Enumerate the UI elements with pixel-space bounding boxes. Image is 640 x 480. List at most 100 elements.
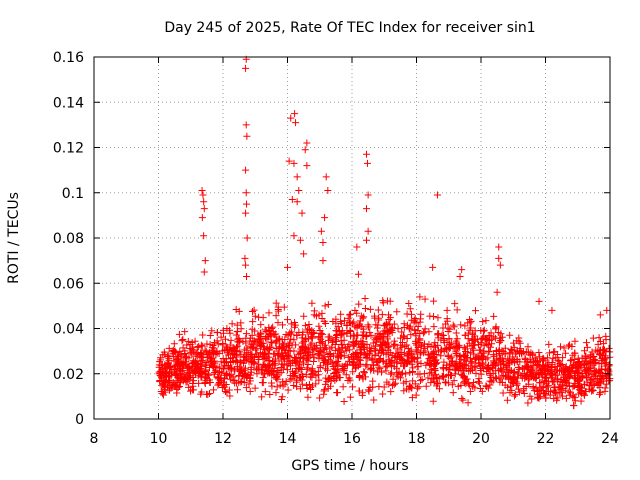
data-point — [446, 354, 454, 362]
data-point — [329, 363, 337, 371]
data-point — [562, 349, 570, 357]
data-point — [533, 364, 541, 372]
data-point — [455, 353, 463, 361]
data-point — [555, 384, 563, 392]
data-point — [476, 384, 484, 392]
data-point — [159, 391, 167, 399]
data-point — [450, 323, 458, 331]
data-point — [577, 363, 585, 371]
outlier-point — [319, 239, 327, 247]
data-point — [505, 360, 513, 368]
data-point — [514, 363, 522, 371]
outlier-point — [287, 114, 295, 122]
data-point — [281, 336, 289, 344]
data-point — [235, 372, 243, 380]
data-point — [275, 343, 283, 351]
data-point — [424, 351, 432, 359]
data-point — [296, 385, 304, 393]
data-point — [277, 396, 285, 404]
data-point — [246, 334, 254, 342]
data-point — [515, 388, 523, 396]
x-tick-label: 18 — [408, 431, 426, 447]
data-point — [381, 321, 389, 329]
data-point — [251, 338, 259, 346]
outlier-point — [243, 272, 251, 280]
data-point — [524, 376, 532, 384]
data-point — [242, 330, 250, 338]
data-point — [308, 370, 316, 378]
data-point — [359, 314, 367, 322]
data-point — [400, 320, 408, 328]
data-point — [447, 371, 455, 379]
data-point — [308, 333, 316, 341]
data-point — [440, 365, 448, 373]
data-point — [225, 386, 233, 394]
data-point — [592, 377, 600, 385]
data-point — [487, 329, 495, 337]
data-point — [416, 315, 424, 323]
data-point — [269, 323, 277, 331]
data-point — [406, 305, 414, 313]
data-point — [304, 393, 312, 401]
data-point — [181, 358, 189, 366]
data-point — [506, 331, 514, 339]
outlier-point — [363, 150, 371, 158]
data-point — [588, 375, 596, 383]
y-tick-label: 0.08 — [53, 231, 84, 247]
data-point — [488, 378, 496, 386]
x-tick-label: 24 — [601, 431, 619, 447]
data-point — [387, 370, 395, 378]
data-point — [499, 389, 507, 397]
data-point — [183, 373, 191, 381]
data-point — [189, 379, 197, 387]
data-point — [379, 297, 387, 305]
data-point — [460, 374, 468, 382]
data-point — [524, 399, 532, 407]
data-point — [459, 366, 467, 374]
data-point — [416, 330, 424, 338]
data-point — [265, 356, 273, 364]
outlier-point — [200, 205, 208, 213]
data-point — [514, 385, 522, 393]
data-point — [248, 325, 256, 333]
data-point — [451, 370, 459, 378]
data-point — [400, 387, 408, 395]
y-axis-ticks: 0 0.02 0.04 0.06 0.08 0.1 0.12 0.14 0.16 — [53, 50, 610, 428]
data-point — [215, 379, 223, 387]
data-point — [320, 346, 328, 354]
data-point — [518, 365, 526, 373]
data-point — [249, 308, 257, 316]
data-point — [480, 349, 488, 357]
data-point — [312, 372, 320, 380]
data-point — [307, 383, 315, 391]
data-point — [393, 308, 401, 316]
y-tick-label: 0 — [75, 412, 84, 428]
data-point — [284, 341, 292, 349]
data-point — [309, 328, 317, 336]
data-point — [470, 364, 478, 372]
data-point — [173, 356, 181, 364]
data-point — [428, 369, 436, 377]
data-point — [459, 396, 467, 404]
data-point — [576, 358, 584, 366]
data-point — [253, 344, 261, 352]
data-point — [179, 362, 187, 370]
data-point — [219, 329, 227, 337]
data-point — [297, 363, 305, 371]
data-point — [161, 368, 169, 376]
data-point — [526, 392, 534, 400]
data-point — [490, 333, 498, 341]
data-point — [433, 374, 441, 382]
data-point — [375, 383, 383, 391]
data-point — [570, 402, 578, 410]
data-point — [353, 358, 361, 366]
data-point — [536, 353, 544, 361]
data-point — [272, 333, 280, 341]
outlier-point — [288, 196, 296, 204]
data-point — [205, 371, 213, 379]
data-point — [492, 375, 500, 383]
data-point — [373, 358, 381, 366]
outlier-point — [241, 254, 249, 262]
data-point — [563, 378, 571, 386]
data-point — [398, 328, 406, 336]
